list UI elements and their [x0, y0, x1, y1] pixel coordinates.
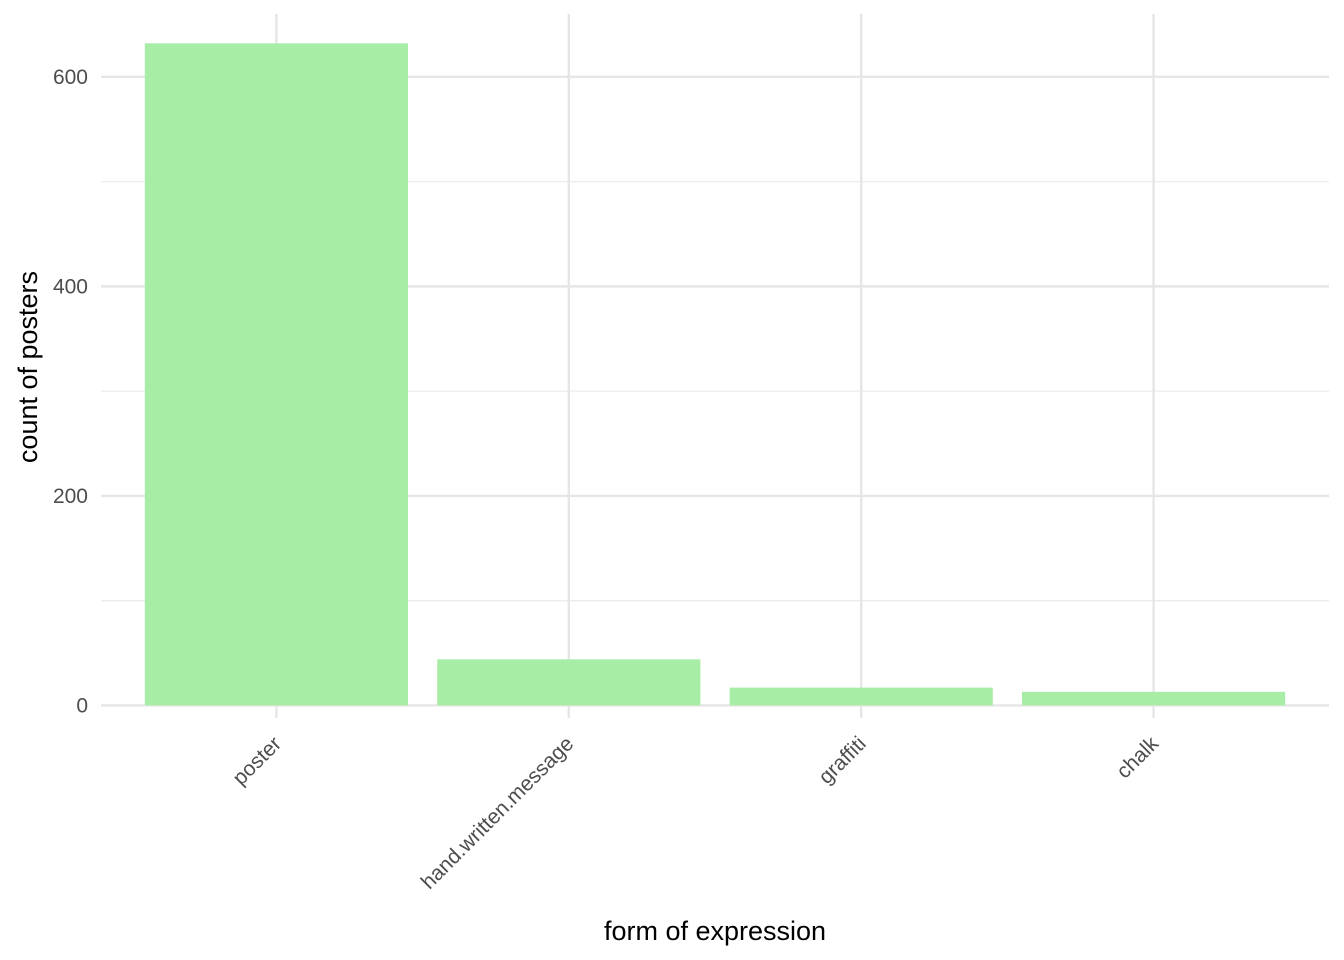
x-axis-title: form of expression: [604, 916, 826, 946]
bar-chalk: [1022, 691, 1286, 706]
y-axis-title: count of posters: [13, 271, 43, 463]
x-tick-label: graffiti: [814, 732, 870, 788]
bars: [144, 43, 1286, 706]
x-tick-label: chalk: [1112, 732, 1163, 783]
bar-graffiti: [729, 687, 993, 706]
y-tick-label: 200: [53, 485, 88, 508]
x-axis-tick-labels: poster hand.written.message graffiti chalk: [228, 732, 1163, 894]
bar-hand-written-message: [437, 659, 701, 706]
y-tick-label: 0: [76, 694, 88, 717]
y-tick-label: 400: [53, 275, 88, 298]
y-axis-tick-labels: 0 200 400 600: [53, 66, 88, 718]
bar-poster: [144, 43, 408, 706]
x-tick-label: poster: [228, 732, 286, 790]
y-tick-label: 600: [53, 66, 88, 89]
x-tick-label: hand.written.message: [417, 732, 579, 894]
